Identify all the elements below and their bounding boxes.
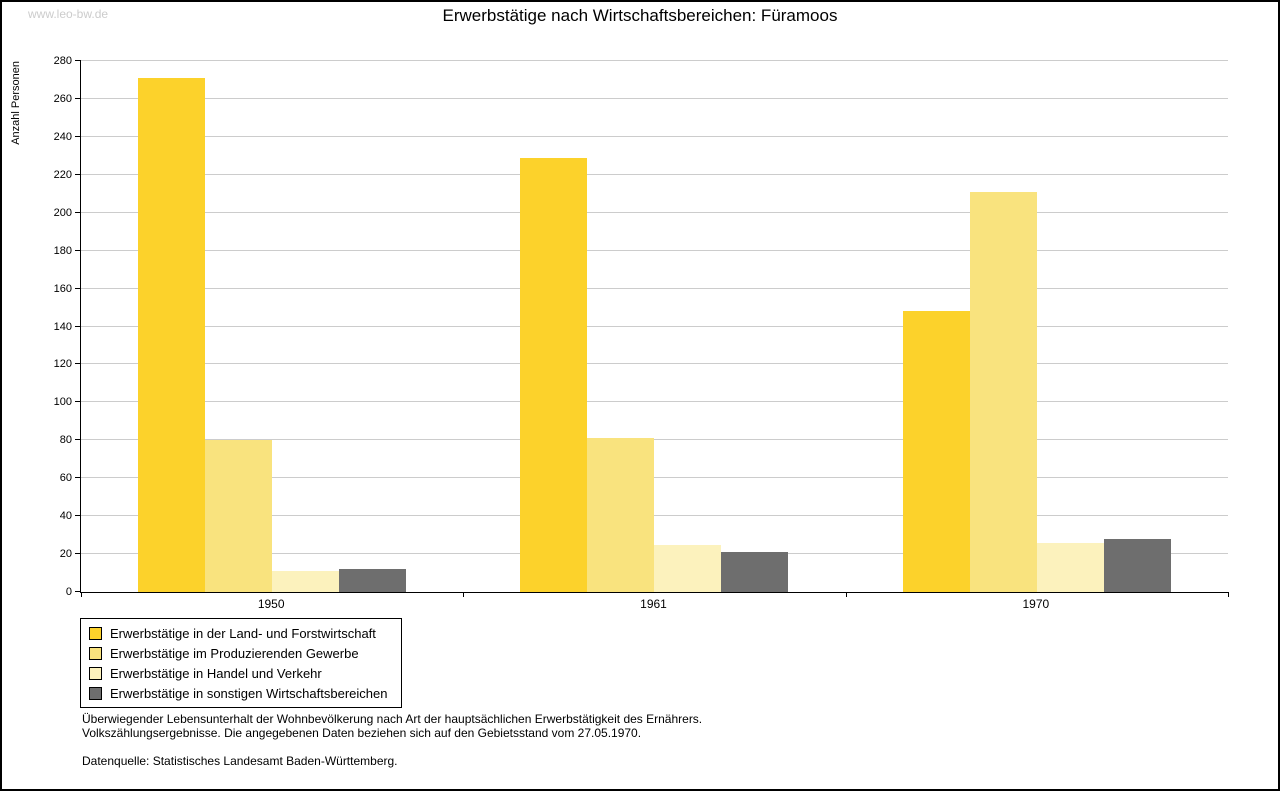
bars-layer [81,61,1228,592]
bar [721,552,789,592]
legend-item: Erwerbstätige in sonstigen Wirtschaftsbe… [89,683,387,703]
legend-label: Erwerbstätige im Produzierenden Gewerbe [110,645,359,661]
y-tick-mark [75,439,81,441]
gridline [81,363,1228,365]
gridline [81,401,1228,403]
bar [654,544,722,592]
y-tick-mark [75,60,81,61]
bar [520,157,588,592]
footnotes: Überwiegender Lebensunterhalt der Wohnbe… [82,712,702,768]
legend-item: Erwerbstätige im Produzierenden Gewerbe [89,643,387,663]
y-tick-label: 80 [59,434,72,447]
gridline [81,173,1228,175]
watermark: www.leo-bw.de [28,7,109,21]
y-tick-label: 100 [53,396,72,409]
y-tick-label: 240 [53,130,72,143]
bar [902,311,970,592]
legend: Erwerbstätige in der Land- und Forstwirt… [80,618,403,708]
bar [272,571,340,592]
y-tick-label: 260 [53,92,72,105]
legend-swatch [89,666,102,680]
y-tick-mark [75,515,81,517]
y-tick-label: 220 [53,168,72,181]
y-tick-mark [75,477,81,479]
gridline [81,515,1228,517]
gridline [81,477,1228,479]
bar [339,569,407,592]
x-tick-mark [463,592,465,597]
x-tick-mark [81,592,82,597]
x-tick-mark [845,592,847,597]
legend-swatch [89,646,102,660]
gridline [81,325,1228,327]
y-tick-label: 280 [53,55,72,67]
y-tick-mark [75,553,81,555]
footnote-line-1: Überwiegender Lebensunterhalt der Wohnbe… [82,712,703,726]
y-tick-label: 180 [53,244,72,257]
legend-item: Erwerbstätige in Handel und Verkehr [89,663,387,683]
data-source: Datenquelle: Statistisches Landesamt Bad… [82,754,398,768]
legend-swatch [89,626,102,640]
y-tick-mark [75,591,81,592]
bar [1103,538,1171,592]
x-axis-labels: 1950 1961 1970 [80,597,1227,611]
bar [205,440,273,592]
y-tick-label: 0 [65,586,72,598]
x-axis-label: 1961 [640,597,667,611]
bar [138,78,206,592]
y-tick-label: 40 [59,510,72,523]
y-tick-label: 160 [53,282,72,295]
bar [587,438,655,592]
gridline [81,60,1228,61]
bar-group-1950 [81,61,463,592]
gridline [81,211,1228,213]
gridline [81,287,1228,289]
plot-area: 0 20 40 60 80 100 120 140 160 180 200 220 240 260 280 [54,55,1229,598]
y-tick-label: 20 [59,548,72,561]
y-tick-label: 200 [53,206,72,219]
chart-title: Erwerbstätige nach Wirtschaftsbereichen:… [442,6,838,25]
y-tick-mark [75,173,81,175]
x-axis-label: 1970 [1022,597,1050,611]
gridline [81,97,1228,99]
bar-group-1961 [463,61,845,592]
gridline [81,249,1228,251]
gridline [81,135,1228,137]
legend-item: Erwerbstätige in der Land- und Forstwirt… [89,623,387,643]
legend-label: Erwerbstätige in Handel und Verkehr [110,665,322,681]
bar-group-1970 [846,61,1228,592]
y-tick-mark [75,363,81,365]
legend-swatch [89,686,102,700]
x-axis-label: 1950 [257,597,285,611]
y-tick-mark [75,249,81,251]
legend-label: Erwerbstätige in sonstigen Wirtschaftsbe… [110,685,388,701]
bar [1036,542,1104,592]
legend-label: Erwerbstätige in der Land- und Forstwirt… [110,625,376,641]
y-tick-mark [75,287,81,289]
gridline [81,439,1228,441]
y-tick-mark [75,325,81,327]
x-tick-mark [1228,592,1229,597]
y-tick-label: 140 [53,320,72,333]
bar [969,191,1037,592]
y-tick-label: 120 [53,358,72,371]
y-tick-mark [75,401,81,403]
y-tick-mark [75,97,81,99]
y-axis-title: Anzahl Personen [10,61,22,145]
y-tick-label: 60 [59,472,72,485]
footnote-line-2: Volkszählungsergebnisse. Die angegebenen… [82,726,642,740]
y-tick-mark [75,135,81,137]
y-tick-mark [75,211,81,213]
